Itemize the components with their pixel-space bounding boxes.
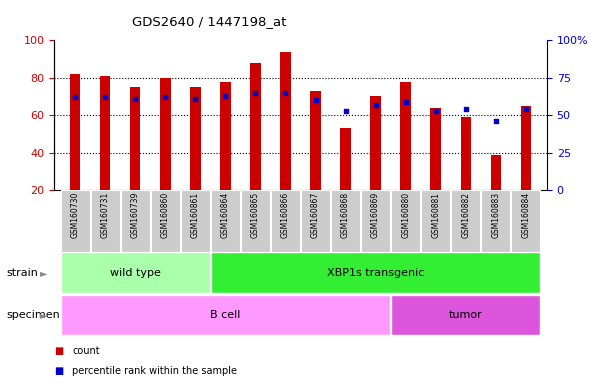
Text: GSM160861: GSM160861: [191, 192, 200, 238]
Bar: [361, 190, 390, 252]
Bar: [250, 63, 261, 190]
Point: [461, 106, 471, 112]
Point: [130, 96, 140, 102]
Bar: [370, 96, 381, 190]
Bar: [130, 87, 141, 190]
Text: GSM160867: GSM160867: [311, 192, 320, 238]
Bar: [520, 106, 531, 190]
Text: ■: ■: [54, 366, 63, 376]
Text: ►: ►: [40, 310, 47, 320]
Text: tumor: tumor: [449, 310, 483, 320]
Bar: [481, 190, 510, 252]
Bar: [61, 252, 210, 293]
Bar: [121, 190, 150, 252]
Text: GSM160739: GSM160739: [131, 192, 139, 238]
Bar: [151, 190, 180, 252]
Text: wild type: wild type: [110, 268, 160, 278]
Point: [311, 97, 320, 103]
Bar: [460, 117, 471, 190]
Point: [281, 90, 290, 96]
Text: GSM160880: GSM160880: [401, 192, 410, 238]
Text: percentile rank within the sample: percentile rank within the sample: [72, 366, 237, 376]
Text: GSM160730: GSM160730: [71, 192, 79, 238]
Text: GSM160884: GSM160884: [522, 192, 530, 238]
Bar: [340, 128, 351, 190]
Text: GSM160731: GSM160731: [101, 192, 109, 238]
Point: [491, 118, 501, 124]
Bar: [490, 154, 501, 190]
Point: [341, 108, 350, 114]
Bar: [70, 74, 81, 190]
Text: GSM160883: GSM160883: [492, 192, 500, 238]
Point: [221, 93, 230, 99]
Point: [70, 94, 80, 100]
Bar: [61, 295, 390, 335]
Text: GDS2640 / 1447198_at: GDS2640 / 1447198_at: [132, 15, 287, 28]
Bar: [190, 87, 201, 190]
Bar: [211, 190, 240, 252]
Bar: [310, 91, 321, 190]
Bar: [331, 190, 360, 252]
Bar: [181, 190, 210, 252]
Text: GSM160866: GSM160866: [281, 192, 290, 238]
Bar: [100, 76, 111, 190]
Text: ■: ■: [54, 346, 63, 356]
Text: specimen: specimen: [6, 310, 59, 320]
Bar: [391, 295, 540, 335]
Point: [521, 106, 531, 112]
Bar: [301, 190, 330, 252]
Text: count: count: [72, 346, 100, 356]
Point: [251, 90, 260, 96]
Bar: [400, 81, 411, 190]
Text: strain: strain: [6, 268, 38, 278]
Bar: [391, 190, 420, 252]
Bar: [220, 81, 231, 190]
Text: ►: ►: [40, 268, 47, 278]
Text: GSM160881: GSM160881: [432, 192, 440, 238]
Text: B cell: B cell: [210, 310, 240, 320]
Bar: [160, 78, 171, 190]
Bar: [271, 190, 300, 252]
Bar: [511, 190, 540, 252]
Point: [191, 96, 200, 102]
Text: GSM160864: GSM160864: [221, 192, 230, 238]
Text: GSM160869: GSM160869: [371, 192, 380, 238]
Text: XBP1s transgenic: XBP1s transgenic: [327, 268, 424, 278]
Bar: [451, 190, 480, 252]
Point: [401, 99, 410, 105]
Text: GSM160860: GSM160860: [161, 192, 169, 238]
Bar: [430, 108, 441, 190]
Bar: [91, 190, 120, 252]
Bar: [61, 190, 90, 252]
Text: GSM160865: GSM160865: [251, 192, 260, 238]
Text: GSM160882: GSM160882: [462, 192, 470, 238]
Text: GSM160868: GSM160868: [341, 192, 350, 238]
Bar: [241, 190, 270, 252]
Point: [371, 102, 380, 108]
Bar: [211, 252, 540, 293]
Point: [160, 94, 170, 100]
Bar: [421, 190, 450, 252]
Bar: [280, 51, 291, 190]
Point: [431, 108, 441, 114]
Point: [100, 94, 110, 100]
